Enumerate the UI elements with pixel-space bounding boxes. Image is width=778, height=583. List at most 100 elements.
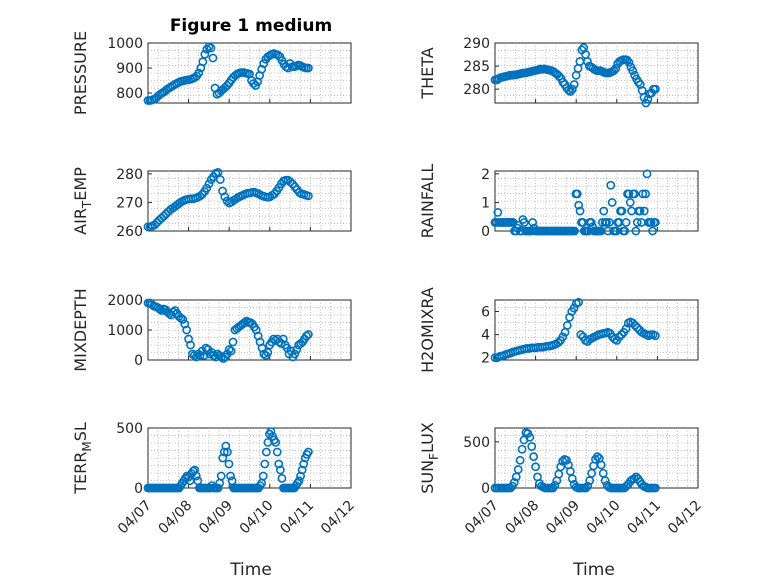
data-point: [632, 218, 642, 227]
data-point: [290, 349, 300, 359]
data-point: [525, 432, 535, 442]
data-point: [642, 169, 652, 179]
x-axis-label-left: Time: [229, 560, 272, 580]
subplot-pressure: 800 900 1000 PRESSURE: [71, 31, 352, 115]
subplot-air-temp: 260 270 280 AIRTEMP: [71, 167, 352, 240]
data-point: [226, 471, 235, 481]
y-tick-label: 1: [481, 195, 490, 211]
data-point: [569, 80, 579, 89]
data-point: [182, 325, 192, 335]
data-point: [260, 459, 270, 469]
y-tick-label: 1000: [107, 36, 143, 52]
y-tick-label: 2000: [107, 293, 143, 309]
y-tick-label: 2: [481, 167, 490, 183]
x-tick-label: 04/08: [156, 498, 196, 538]
data-point: [509, 478, 519, 487]
data-point: [635, 206, 645, 216]
data-point: [569, 303, 579, 313]
data-point: [294, 476, 304, 486]
data-point: [628, 318, 638, 328]
data-point: [614, 332, 624, 342]
data-point: [303, 330, 313, 339]
data-point: [650, 84, 660, 94]
x-tick-label: 04/07: [462, 498, 502, 538]
data-point: [259, 59, 269, 68]
data-point: [562, 455, 571, 465]
x-tick-label: 04/11: [277, 498, 317, 538]
data-point: [600, 476, 610, 486]
data-point: [226, 346, 236, 356]
x-tick-label: 04/10: [584, 498, 624, 538]
y-axis-label: THETA: [418, 47, 437, 99]
data-point: [271, 437, 281, 447]
data-point: [641, 189, 651, 199]
data-point: [570, 226, 579, 236]
data-point: [575, 206, 585, 216]
subplot-h2omixra: 2 4 6 H2OMIXRA: [418, 287, 699, 373]
data-point: [302, 331, 311, 341]
x-tick-label: 04/11: [624, 498, 664, 538]
data-point: [622, 55, 632, 65]
data-point: [261, 447, 271, 457]
y-tick-label: 260: [116, 224, 143, 240]
data-point: [283, 63, 293, 73]
data-point: [639, 206, 649, 216]
data-point: [208, 53, 218, 63]
subplot-terr-msl: 0 500 04/07 04/08 04/09 04/10 04/11 04/12 TERRMS…: [71, 421, 358, 537]
data-point: [599, 206, 609, 216]
x-tick-label: 04/12: [318, 498, 358, 538]
data-point: [564, 85, 573, 95]
data-point: [266, 427, 276, 436]
data-point: [213, 483, 223, 493]
data-point: [274, 459, 284, 469]
data-point: [633, 77, 643, 87]
data-point: [519, 218, 529, 227]
data-point: [650, 331, 660, 341]
data-point: [273, 50, 283, 60]
y-axis-label: TERRMSL: [71, 422, 94, 495]
data-point: [299, 459, 309, 469]
x-tick-label: 04/12: [665, 498, 705, 538]
data-point: [275, 465, 285, 475]
x-axis-label-right: Time: [572, 560, 615, 580]
data-point: [303, 447, 313, 457]
y-tick-label: 6: [481, 305, 490, 321]
data-point: [556, 462, 566, 472]
data-point: [157, 306, 166, 315]
y-axis-label: SUNFLUX: [418, 422, 441, 494]
figure-title: Figure 1 medium: [170, 16, 332, 36]
data-point: [220, 192, 230, 202]
subplot-mixdepth: 0 1000 2000 MIXDEPTH: [71, 288, 352, 372]
y-tick-label: 0: [481, 481, 490, 497]
data-point: [215, 175, 225, 184]
data-point: [593, 452, 602, 462]
data-point: [493, 208, 503, 217]
data-point: [567, 474, 577, 484]
data-point: [195, 351, 205, 360]
data-point: [159, 211, 169, 221]
data-point: [515, 455, 525, 465]
data-point: [643, 94, 653, 104]
data-point: [257, 64, 267, 74]
y-axis-label: AIRTEMP: [71, 167, 94, 235]
data-point: [596, 460, 606, 470]
y-axis-label: RAINFALL: [418, 164, 437, 239]
data-point: [625, 198, 635, 207]
data-point: [620, 226, 630, 236]
data-point: [202, 183, 212, 193]
data-point: [195, 191, 205, 201]
data-point: [150, 220, 160, 230]
data-point: [630, 320, 640, 330]
data-point: [607, 198, 617, 207]
data-point: [576, 330, 586, 340]
data-point: [303, 191, 313, 201]
data-point: [606, 180, 616, 190]
data-point: [638, 189, 648, 199]
y-tick-label: 0: [134, 353, 143, 369]
data-point: [650, 218, 660, 227]
data-point: [258, 471, 268, 481]
data-point: [218, 453, 228, 463]
subplot-rainfall: 0 1 2 RAINFALL: [418, 164, 699, 240]
data-point: [572, 189, 582, 199]
